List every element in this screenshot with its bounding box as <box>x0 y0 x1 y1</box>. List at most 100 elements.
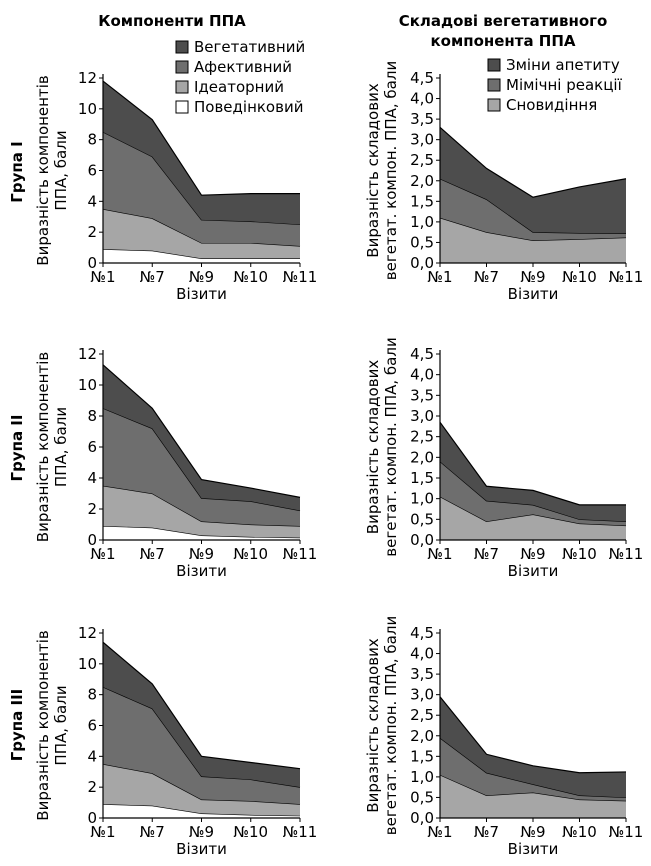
area-series-3 <box>103 408 300 527</box>
chart-2: 0,0 0,5 1,0 1,5 2,0 2,5 3,0 3,5 4,0 4,5 №1 №7 №9 №10 №… <box>364 56 643 303</box>
series-line-4 <box>102 80 300 196</box>
y-tick-label: 2,0 <box>410 172 434 190</box>
x-tick-label: №9 <box>189 545 214 563</box>
x-tick-label: №7 <box>474 545 499 563</box>
y-tick-label: 4,0 <box>410 645 434 663</box>
x-axis-label: Візити <box>508 562 559 580</box>
y-tick-label: 12 <box>78 624 97 642</box>
y-tick-label: 0,0 <box>410 254 434 272</box>
y-tick-label: 8 <box>87 407 97 425</box>
y-axis-label-line2: вегетат. компон. ППА, бали <box>382 61 400 280</box>
y-tick-label: 0 <box>87 254 97 272</box>
y-tick-label: 0,0 <box>410 809 434 827</box>
x-tick-label: №1 <box>90 823 115 841</box>
area-series-1 <box>103 526 300 540</box>
x-tick-label: №11 <box>609 268 644 286</box>
x-tick-label: №1 <box>427 545 452 563</box>
x-tick-label: №9 <box>520 268 545 286</box>
x-tick-label: №11 <box>283 268 318 286</box>
y-tick-label: 2,0 <box>410 727 434 745</box>
legend-label: Мімічні реакції <box>506 76 623 94</box>
x-tick-label: №7 <box>140 268 165 286</box>
area-series-2 <box>440 461 626 526</box>
y-tick-label: 3,5 <box>410 386 434 404</box>
y-tick-label: 8 <box>87 131 97 149</box>
y-tick-label: 12 <box>78 69 97 87</box>
legend-label: Афективний <box>194 58 292 76</box>
area-series-1 <box>103 804 300 818</box>
y-axis-label-line1: Виразність складових <box>364 360 382 535</box>
legend-swatch <box>487 98 501 112</box>
y-tick-label: 12 <box>78 345 97 363</box>
x-tick-label: №10 <box>233 823 268 841</box>
y-tick-label: 4 <box>87 469 97 487</box>
x-tick-label: №10 <box>562 268 597 286</box>
y-axis-label-line1: Виразність складових <box>364 638 382 813</box>
area-series-2 <box>440 178 626 241</box>
series-line-4 <box>102 641 301 770</box>
area-series-1 <box>440 496 626 540</box>
y-tick-label: 4,0 <box>410 366 434 384</box>
x-tick-label: №9 <box>189 823 214 841</box>
series-line-3 <box>439 126 627 198</box>
y-axis-label-line1: Виразність складових <box>364 83 382 258</box>
y-tick-label: 1,5 <box>410 192 434 210</box>
y-tick-label: 10 <box>78 376 97 394</box>
y-tick-label: 2,5 <box>410 706 434 724</box>
legend-swatch <box>175 60 189 74</box>
x-tick-label: №7 <box>140 545 165 563</box>
y-tick-label: 6 <box>87 162 97 180</box>
x-tick-label: №1 <box>90 268 115 286</box>
area-series-4 <box>103 364 300 511</box>
area-series-3 <box>440 127 626 234</box>
area-series-3 <box>440 696 626 798</box>
x-tick-label: №9 <box>520 823 545 841</box>
area-series-2 <box>440 737 626 801</box>
legend-label: Сновидіння <box>506 96 597 114</box>
x-tick-label: №1 <box>90 545 115 563</box>
legend-swatch <box>487 58 501 72</box>
y-tick-label: 2 <box>87 500 97 518</box>
x-tick-label: №10 <box>233 268 268 286</box>
series-line-3 <box>439 696 627 774</box>
y-tick-label: 4,5 <box>410 69 434 87</box>
x-axis-label: Візити <box>508 285 559 303</box>
y-tick-label: 0,5 <box>410 510 434 528</box>
group-label-3: Група III <box>8 689 26 762</box>
y-axis-label-line1: Виразність компонентів <box>34 630 52 820</box>
y-tick-label: 4,5 <box>410 624 434 642</box>
x-tick-label: №9 <box>520 545 545 563</box>
area-series-2 <box>103 209 300 259</box>
area-series-3 <box>440 422 626 522</box>
y-tick-label: 3,0 <box>410 686 434 704</box>
y-tick-label: 6 <box>87 438 97 456</box>
x-tick-label: №10 <box>233 545 268 563</box>
y-tick-label: 8 <box>87 686 97 704</box>
legend-label: Вегетативний <box>194 38 305 56</box>
y-tick-label: 2,5 <box>410 151 434 169</box>
charts-layer: 0 2 4 6 8 10 12 №1 №7 №9 №10 №11 Візити Виразність ко… <box>34 38 643 858</box>
group-label-2: Група II <box>8 415 26 482</box>
y-axis-label-line2: ППА, бали <box>52 685 70 765</box>
legend-swatch <box>175 80 189 94</box>
x-axis-label: Візити <box>508 840 559 858</box>
y-tick-label: 1,5 <box>410 469 434 487</box>
x-tick-label: №9 <box>189 268 214 286</box>
y-axis-label-line2: вегетат. компон. ППА, бали <box>382 337 400 556</box>
y-axis-label-line1: Виразність компонентів <box>34 75 52 265</box>
series-line-1 <box>439 217 627 241</box>
y-tick-label: 1,0 <box>410 490 434 508</box>
y-tick-label: 1,0 <box>410 768 434 786</box>
x-tick-label: №10 <box>562 545 597 563</box>
area-series-1 <box>103 249 300 263</box>
chart-3: 0 2 4 6 8 10 12 №1 №7 №9 №10 №11 Візити Виразність ко… <box>34 345 317 580</box>
x-axis-label: Візити <box>176 285 227 303</box>
area-series-4 <box>103 642 300 788</box>
legend-swatch <box>175 40 189 54</box>
y-tick-label: 3,0 <box>410 131 434 149</box>
y-axis-label-line2: ППА, бали <box>52 407 70 487</box>
x-tick-label: №11 <box>609 823 644 841</box>
x-tick-label: №11 <box>609 545 644 563</box>
series-line-2 <box>439 178 627 234</box>
